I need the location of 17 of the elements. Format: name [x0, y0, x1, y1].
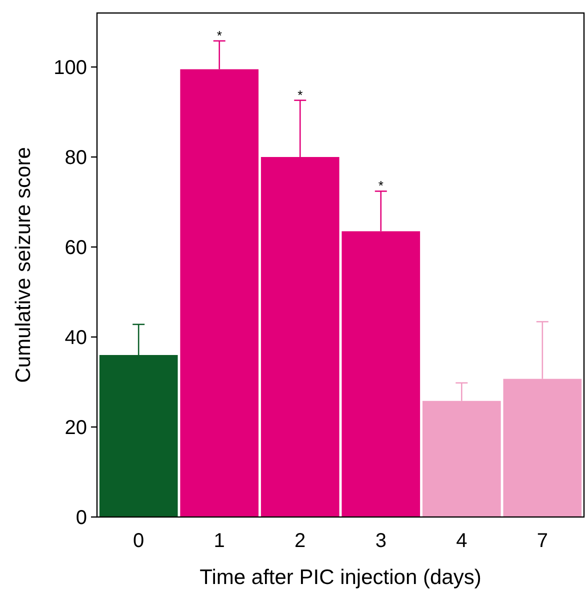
y-tick-label: 40 — [64, 327, 87, 349]
x-axis-title: Time after PIC injection (days) — [200, 566, 482, 589]
x-tick-label: 1 — [214, 530, 225, 552]
annotation: * — [378, 178, 384, 194]
x-tick-label: 2 — [294, 530, 306, 552]
y-tick-label: 60 — [64, 237, 87, 259]
y-tick-label: 0 — [76, 507, 87, 529]
x-tick-label: 4 — [456, 530, 468, 552]
x-tick-label: 7 — [536, 530, 548, 552]
x-tick-label: 3 — [375, 530, 386, 552]
x-tick-label: 0 — [133, 530, 144, 552]
y-tick-label: 100 — [54, 57, 87, 79]
annotation: * — [216, 28, 222, 43]
y-tick-label: 80 — [64, 147, 87, 169]
y-tick-label: 20 — [64, 417, 87, 439]
annotation: * — [298, 87, 303, 102]
y-axis-title: Cumulative seizure score — [12, 147, 35, 383]
